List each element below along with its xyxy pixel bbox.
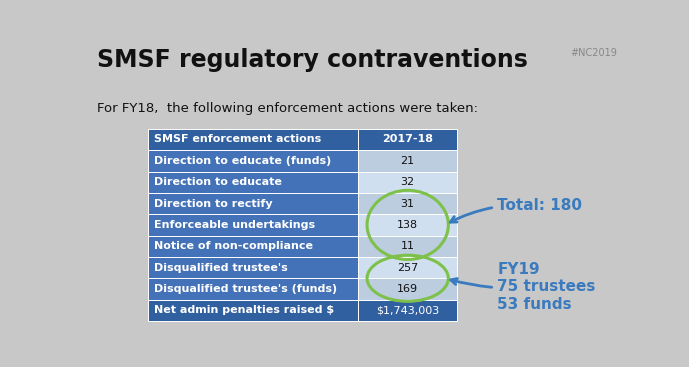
Bar xyxy=(358,236,457,257)
Text: Disqualified trustee's: Disqualified trustee's xyxy=(154,263,288,273)
Bar xyxy=(147,129,358,150)
Text: $1,743,003: $1,743,003 xyxy=(376,305,440,315)
Text: Direction to educate (funds): Direction to educate (funds) xyxy=(154,156,331,166)
Text: 257: 257 xyxy=(397,263,418,273)
Text: 2017-18: 2017-18 xyxy=(382,134,433,145)
Text: Net admin penalties raised $: Net admin penalties raised $ xyxy=(154,305,334,315)
Text: 31: 31 xyxy=(401,199,415,208)
Bar xyxy=(358,214,457,236)
Text: FY19
75 trustees
53 funds: FY19 75 trustees 53 funds xyxy=(451,262,596,312)
Text: Notice of non-compliance: Notice of non-compliance xyxy=(154,241,313,251)
Text: 138: 138 xyxy=(397,220,418,230)
Text: Disqualified trustee's (funds): Disqualified trustee's (funds) xyxy=(154,284,337,294)
Bar xyxy=(147,278,358,299)
Text: Total: 180: Total: 180 xyxy=(451,197,582,222)
Text: SMSF regulatory contraventions: SMSF regulatory contraventions xyxy=(96,48,528,72)
Bar xyxy=(358,129,457,150)
Text: 32: 32 xyxy=(400,177,415,187)
Bar xyxy=(358,257,457,278)
Bar xyxy=(147,150,358,171)
Bar xyxy=(358,150,457,171)
Text: Direction to educate: Direction to educate xyxy=(154,177,282,187)
Text: SMSF enforcement actions: SMSF enforcement actions xyxy=(154,134,321,145)
Bar xyxy=(358,193,457,214)
Text: #NC2019: #NC2019 xyxy=(570,48,617,58)
Bar xyxy=(147,299,358,321)
Text: 11: 11 xyxy=(401,241,415,251)
Bar xyxy=(358,171,457,193)
Text: 21: 21 xyxy=(400,156,415,166)
Text: For FY18,  the following enforcement actions were taken:: For FY18, the following enforcement acti… xyxy=(96,102,477,115)
Text: 169: 169 xyxy=(397,284,418,294)
Bar xyxy=(358,278,457,299)
Bar xyxy=(147,171,358,193)
Bar xyxy=(358,299,457,321)
Bar xyxy=(147,257,358,278)
Bar xyxy=(147,236,358,257)
Text: Direction to rectify: Direction to rectify xyxy=(154,199,273,208)
Bar xyxy=(147,214,358,236)
Text: Enforceable undertakings: Enforceable undertakings xyxy=(154,220,315,230)
Bar xyxy=(147,193,358,214)
